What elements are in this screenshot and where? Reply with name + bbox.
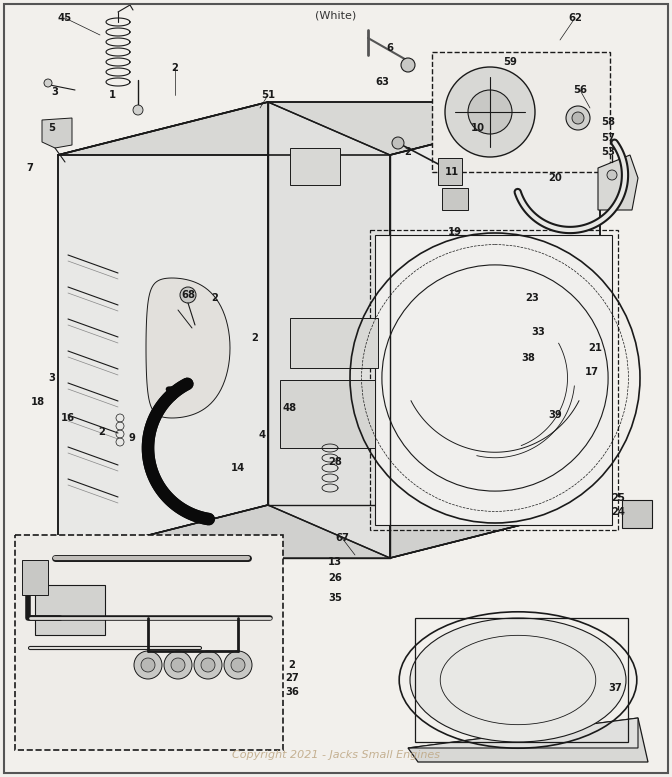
Text: Copyright 2021 - Jacks Small Engines: Copyright 2021 - Jacks Small Engines [232, 750, 440, 760]
Polygon shape [408, 718, 638, 748]
Text: 23: 23 [525, 293, 539, 303]
Text: 67: 67 [335, 533, 349, 543]
Polygon shape [390, 102, 600, 558]
Text: 21: 21 [588, 343, 602, 353]
Text: 57: 57 [601, 133, 615, 143]
Text: 19: 19 [448, 227, 462, 237]
Bar [432, 52, 610, 172]
Text: 38: 38 [521, 353, 535, 363]
Text: (White): (White) [315, 10, 357, 20]
Polygon shape [438, 158, 462, 185]
Bar [415, 618, 628, 742]
Circle shape [201, 658, 215, 672]
Text: 2: 2 [212, 293, 218, 303]
Polygon shape [375, 235, 612, 525]
Circle shape [194, 651, 222, 679]
Ellipse shape [410, 618, 626, 742]
Polygon shape [146, 278, 230, 418]
Polygon shape [408, 718, 648, 762]
Text: 16: 16 [61, 413, 75, 423]
Text: 7: 7 [27, 163, 34, 173]
Text: 63: 63 [375, 77, 389, 87]
Circle shape [468, 90, 512, 134]
Text: 2: 2 [99, 427, 106, 437]
Circle shape [392, 137, 404, 149]
Circle shape [180, 287, 196, 303]
Text: 3: 3 [52, 87, 58, 97]
Bar [370, 230, 618, 530]
Text: 25: 25 [611, 493, 625, 503]
Text: 14: 14 [231, 463, 245, 473]
Text: 48: 48 [283, 403, 297, 413]
Circle shape [401, 58, 415, 72]
Text: 2: 2 [251, 333, 259, 343]
Text: 24: 24 [611, 507, 625, 517]
Polygon shape [58, 102, 600, 155]
Text: 2: 2 [171, 63, 179, 73]
Polygon shape [42, 118, 72, 148]
Text: 11: 11 [445, 167, 459, 177]
Text: 2: 2 [288, 660, 296, 670]
Circle shape [134, 651, 162, 679]
Bar [15, 535, 283, 750]
Text: 13: 13 [328, 557, 342, 567]
Circle shape [607, 170, 617, 180]
Circle shape [133, 105, 143, 115]
Text: 35: 35 [328, 593, 342, 603]
Bar [622, 500, 652, 528]
Text: 5: 5 [48, 123, 56, 133]
Polygon shape [268, 102, 390, 558]
Text: 27: 27 [285, 673, 299, 683]
Polygon shape [58, 505, 600, 558]
Text: 10: 10 [471, 123, 485, 133]
Text: 26: 26 [328, 573, 342, 583]
Circle shape [44, 79, 52, 87]
Text: 6: 6 [386, 43, 394, 53]
Text: 56: 56 [573, 85, 587, 95]
Text: 4: 4 [259, 430, 265, 440]
Circle shape [224, 651, 252, 679]
Text: 1: 1 [108, 90, 116, 100]
Text: 20: 20 [548, 173, 562, 183]
Polygon shape [442, 188, 468, 210]
Polygon shape [598, 155, 638, 210]
Polygon shape [290, 318, 378, 368]
Polygon shape [58, 102, 268, 558]
Text: 37: 37 [608, 683, 622, 693]
Text: 62: 62 [568, 13, 582, 23]
Text: 59: 59 [503, 57, 517, 67]
Text: 3: 3 [48, 373, 55, 383]
Text: 17: 17 [585, 367, 599, 377]
Circle shape [572, 112, 584, 124]
Polygon shape [22, 560, 48, 595]
Text: 53: 53 [601, 147, 615, 157]
Polygon shape [280, 380, 375, 448]
Text: 68: 68 [181, 290, 195, 300]
Text: 39: 39 [548, 410, 562, 420]
Circle shape [445, 67, 535, 157]
Text: 28: 28 [328, 457, 342, 467]
Circle shape [566, 106, 590, 130]
Text: 51: 51 [261, 90, 275, 100]
Text: 58: 58 [601, 117, 615, 127]
Text: 36: 36 [285, 687, 299, 697]
Circle shape [171, 658, 185, 672]
Polygon shape [35, 585, 105, 635]
Text: 33: 33 [531, 327, 545, 337]
Circle shape [164, 651, 192, 679]
Text: 2: 2 [405, 147, 411, 157]
Circle shape [141, 658, 155, 672]
Circle shape [231, 658, 245, 672]
Polygon shape [290, 148, 340, 185]
Text: 18: 18 [31, 397, 45, 407]
Text: 9: 9 [128, 433, 136, 443]
Text: 45: 45 [58, 13, 72, 23]
